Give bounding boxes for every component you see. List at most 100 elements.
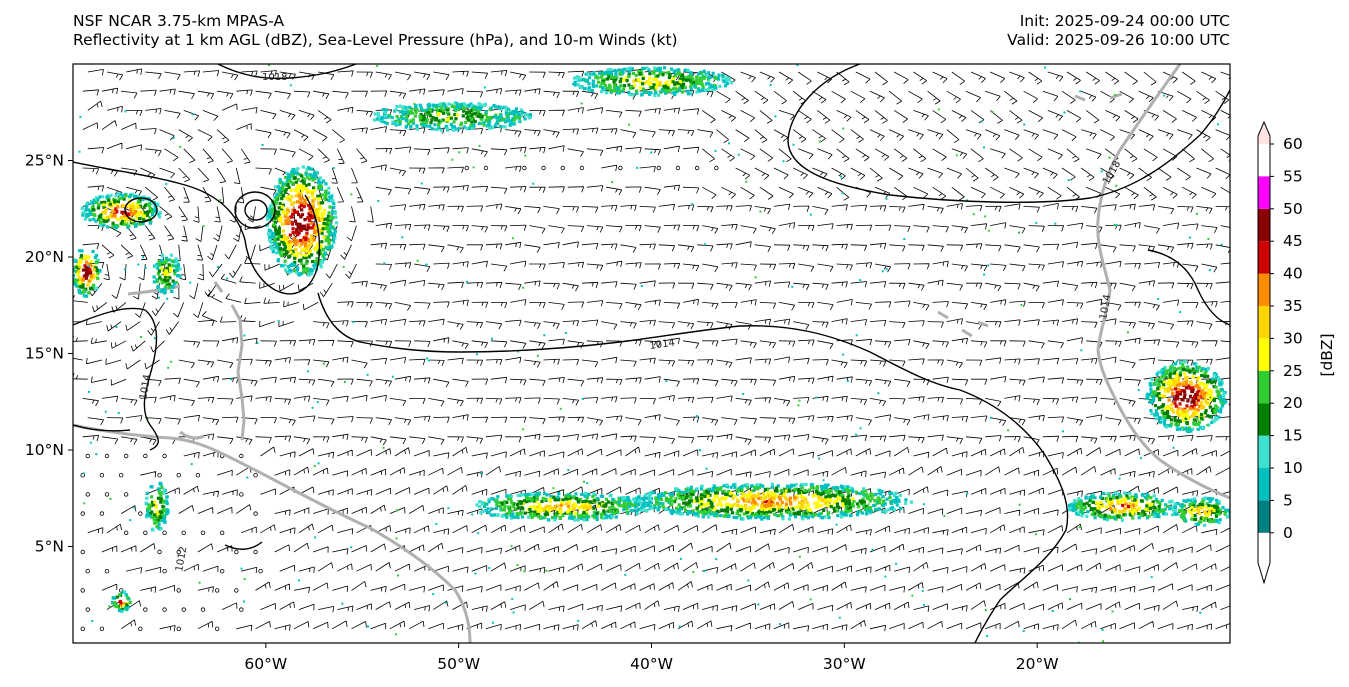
reflectivity-pixel bbox=[1214, 417, 1218, 421]
reflectivity-pixel bbox=[622, 78, 626, 82]
reflectivity-pixel bbox=[1222, 401, 1226, 405]
reflectivity-pixel bbox=[1192, 371, 1196, 375]
reflectivity-pixel bbox=[1211, 519, 1215, 524]
reflectivity-pixel bbox=[332, 202, 336, 206]
reflectivity-pixel bbox=[285, 210, 289, 215]
reflectivity-speckle bbox=[488, 567, 491, 569]
reflectivity-pixel bbox=[308, 209, 312, 213]
reflectivity-pixel bbox=[1113, 516, 1117, 521]
reflectivity-pixel bbox=[102, 219, 106, 223]
reflectivity-pixel bbox=[742, 512, 746, 516]
reflectivity-pixel bbox=[158, 211, 162, 215]
reflectivity-pixel bbox=[615, 510, 619, 514]
reflectivity-speckle bbox=[491, 337, 493, 340]
reflectivity-pixel bbox=[591, 72, 595, 76]
reflectivity-speckle bbox=[754, 276, 757, 279]
reflectivity-pixel bbox=[298, 205, 302, 209]
reflectivity-pixel bbox=[418, 103, 422, 107]
reflectivity-pixel bbox=[320, 212, 324, 216]
reflectivity-pixel bbox=[836, 509, 840, 513]
reflectivity-pixel bbox=[797, 512, 801, 516]
reflectivity-pixel bbox=[841, 504, 845, 508]
reflectivity-pixel bbox=[287, 179, 291, 183]
reflectivity-pixel bbox=[267, 238, 272, 242]
reflectivity-pixel bbox=[304, 237, 308, 241]
calm-wind-marker bbox=[157, 549, 162, 555]
reflectivity-pixel bbox=[488, 120, 492, 124]
reflectivity-pixel bbox=[464, 103, 468, 107]
reflectivity-pixel bbox=[766, 492, 770, 496]
reflectivity-pixel bbox=[415, 124, 419, 128]
reflectivity-pixel bbox=[298, 183, 302, 188]
reflectivity-pixel bbox=[477, 102, 481, 106]
reflectivity-pixel bbox=[557, 497, 561, 501]
reflectivity-pixel bbox=[751, 489, 755, 493]
reflectivity-pixel bbox=[630, 67, 634, 71]
reflectivity-pixel bbox=[99, 221, 103, 225]
reflectivity-pixel bbox=[514, 110, 518, 114]
reflectivity-pixel bbox=[155, 279, 160, 284]
reflectivity-pixel bbox=[92, 265, 96, 269]
reflectivity-pixel bbox=[1094, 501, 1098, 505]
reflectivity-pixel bbox=[1194, 362, 1198, 366]
reflectivity-pixel bbox=[152, 280, 156, 284]
reflectivity-pixel bbox=[1172, 371, 1177, 375]
reflectivity-pixel bbox=[425, 108, 429, 112]
reflectivity-pixel bbox=[1090, 512, 1094, 516]
reflectivity-pixel bbox=[715, 491, 719, 495]
reflectivity-pixel bbox=[118, 192, 123, 196]
calm-wind-marker bbox=[483, 165, 489, 171]
reflectivity-pixel bbox=[795, 512, 799, 516]
reflectivity-pixel bbox=[680, 497, 684, 501]
reflectivity-pixel bbox=[430, 127, 434, 131]
reflectivity-pixel bbox=[395, 122, 399, 126]
reflectivity-speckle bbox=[1186, 430, 1189, 433]
reflectivity-pixel bbox=[668, 88, 672, 92]
reflectivity-pixel bbox=[307, 182, 311, 187]
reflectivity-pixel bbox=[292, 253, 296, 257]
reflectivity-pixel bbox=[509, 509, 513, 513]
reflectivity-pixel bbox=[1211, 396, 1215, 400]
reflectivity-pixel bbox=[465, 127, 469, 131]
reflectivity-pixel bbox=[1139, 512, 1143, 516]
reflectivity-pixel bbox=[630, 503, 634, 507]
reflectivity-pixel bbox=[770, 490, 774, 495]
reflectivity-pixel bbox=[525, 500, 529, 504]
reflectivity-pixel bbox=[704, 507, 708, 511]
reflectivity-speckle bbox=[435, 522, 438, 525]
reflectivity-pixel bbox=[583, 512, 587, 516]
reflectivity-pixel bbox=[841, 502, 845, 506]
reflectivity-pixel bbox=[1217, 507, 1221, 511]
reflectivity-pixel bbox=[1098, 503, 1102, 507]
reflectivity-pixel bbox=[566, 504, 571, 508]
reflectivity-pixel bbox=[162, 488, 166, 492]
reflectivity-pixel bbox=[629, 509, 633, 513]
reflectivity-speckle bbox=[289, 84, 292, 87]
reflectivity-pixel bbox=[286, 216, 290, 220]
reflectivity-pixel bbox=[777, 496, 781, 500]
reflectivity-pixel bbox=[516, 515, 520, 520]
reflectivity-pixel bbox=[1149, 390, 1153, 394]
reflectivity-pixel bbox=[706, 501, 710, 505]
reflectivity-pixel bbox=[581, 500, 585, 504]
reflectivity-pixel bbox=[426, 107, 431, 111]
reflectivity-pixel bbox=[475, 106, 479, 110]
reflectivity-pixel bbox=[805, 501, 809, 505]
reflectivity-pixel bbox=[617, 504, 621, 508]
reflectivity-pixel bbox=[272, 239, 276, 244]
reflectivity-pixel bbox=[169, 268, 173, 273]
reflectivity-pixel bbox=[823, 515, 827, 519]
reflectivity-pixel bbox=[312, 189, 317, 193]
reflectivity-pixel bbox=[621, 496, 625, 500]
reflectivity-pixel bbox=[864, 504, 869, 509]
reflectivity-speckle bbox=[172, 137, 175, 140]
reflectivity-pixel bbox=[851, 497, 855, 501]
reflectivity-pixel bbox=[1192, 421, 1196, 425]
calm-wind-marker bbox=[234, 588, 239, 593]
reflectivity-pixel bbox=[129, 220, 133, 225]
reflectivity-pixel bbox=[500, 118, 504, 122]
reflectivity-pixel bbox=[285, 249, 289, 254]
reflectivity-pixel bbox=[672, 509, 676, 514]
reflectivity-pixel bbox=[401, 113, 405, 117]
reflectivity-pixel bbox=[153, 204, 157, 208]
